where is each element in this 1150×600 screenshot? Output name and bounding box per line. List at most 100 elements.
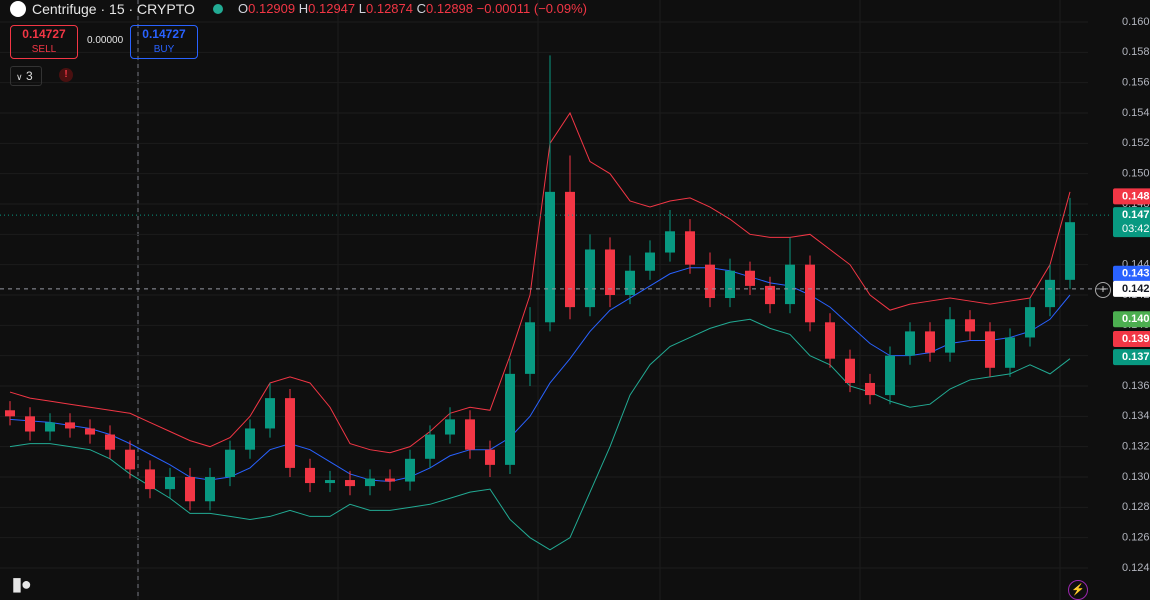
candle-body — [965, 319, 975, 332]
y-tick-label: 0.124 — [1122, 562, 1150, 574]
sell-button[interactable]: 0.14727 SELL — [10, 25, 78, 59]
candle-body — [565, 191, 575, 308]
candle-body — [525, 322, 535, 374]
price-label-box — [1113, 311, 1150, 328]
y-tick-label: 0.158 — [1122, 46, 1150, 58]
candle-body — [465, 419, 475, 450]
candle-body — [905, 331, 915, 356]
price-label-box — [1113, 349, 1150, 366]
candle-body — [645, 252, 655, 271]
error-icon[interactable]: ! — [59, 68, 73, 82]
ohlc-key: L — [358, 1, 366, 16]
candle-body — [365, 478, 375, 487]
candle-body — [725, 270, 735, 299]
price-label: 0.143 — [1122, 268, 1150, 280]
candle-body — [545, 191, 555, 323]
ohlc-value: 0.12947 — [308, 1, 356, 16]
vertical-grid — [137, 0, 1061, 600]
candle-body — [505, 373, 515, 465]
candle-body — [445, 419, 455, 435]
candle-body — [265, 398, 275, 429]
buy-price: 0.14727 — [142, 27, 186, 41]
candle-body — [65, 422, 75, 429]
candle-body — [225, 449, 235, 477]
indicator-line — [9, 111, 1071, 454]
candle-body — [705, 264, 715, 299]
ohlc: O0.12909 H0.12947 L0.12874 C0.12898 −0.0… — [238, 0, 587, 18]
y-tick-label: 0.132 — [1122, 441, 1150, 453]
price-label-box — [1113, 207, 1150, 238]
candle-body — [205, 476, 215, 502]
candle-body — [185, 476, 195, 502]
symbol-logo[interactable] — [10, 1, 26, 17]
candle-body — [585, 249, 595, 308]
buy-button[interactable]: 0.14727 BUY — [130, 25, 198, 59]
candle-body — [165, 476, 175, 490]
add-alert-button[interactable]: + — [1095, 282, 1111, 298]
ohlc-value: 0.12874 — [366, 1, 413, 16]
y-tick-label: 0.136 — [1122, 380, 1150, 392]
ohlc-change: −0.00011 (−0.09%) — [476, 1, 587, 16]
candle-body — [85, 428, 95, 435]
candle-body — [5, 410, 15, 417]
candle-body — [1005, 337, 1015, 368]
y-tick-label: 0.160 — [1122, 16, 1150, 28]
symbol-name[interactable]: Centrifuge · 15 · CRYPTO — [32, 1, 195, 17]
ohlc-key: O — [238, 1, 249, 16]
indicator-count: 3 — [25, 69, 33, 83]
price-label: 0.142 — [1122, 283, 1150, 295]
price-label: 0.137 — [1122, 351, 1150, 363]
y-tick-label: 0.126 — [1122, 532, 1150, 544]
candle-body — [665, 231, 675, 253]
candle-body — [945, 319, 955, 353]
candle-body — [105, 434, 115, 450]
market-status[interactable] — [213, 4, 223, 14]
candle-body — [785, 264, 795, 305]
price-label-box — [1113, 330, 1150, 347]
sell-price: 0.14727 — [22, 27, 66, 41]
countdown: 03:42 — [1122, 223, 1150, 235]
y-tick-label: 0.156 — [1122, 77, 1150, 89]
candle-body — [1065, 222, 1075, 280]
candle-body — [385, 478, 395, 482]
y-tick-label: 0.154 — [1122, 107, 1150, 119]
candle-body — [685, 231, 695, 265]
indicator-line — [9, 267, 1071, 483]
price-label: 0.148 — [1122, 190, 1150, 202]
candle-body — [765, 285, 775, 305]
candle-body — [845, 358, 855, 383]
price-label: 0.147 — [1122, 209, 1150, 221]
candle-body — [45, 422, 55, 432]
candle-body — [285, 398, 295, 468]
candle-body — [985, 331, 995, 368]
indicators-toggle[interactable]: ∨ 3 — [10, 66, 42, 86]
candle-body — [1045, 279, 1055, 308]
candle-body — [145, 469, 155, 490]
spread: 0.00000 — [87, 35, 124, 46]
candle-body — [865, 382, 875, 396]
tv-logo[interactable]: ▮● — [12, 574, 32, 594]
price-label: 0.140 — [1122, 313, 1150, 325]
candle-body — [625, 270, 635, 295]
y-tick-label: 0.152 — [1122, 137, 1150, 149]
y-tick-label: 0.128 — [1122, 501, 1150, 513]
y-tick-label: 0.150 — [1122, 168, 1150, 180]
candle-body — [125, 449, 135, 470]
y-tick-label: 0.130 — [1122, 471, 1150, 483]
sell-label: SELL — [31, 44, 57, 55]
candle-body — [25, 416, 35, 432]
price-label-box — [1113, 188, 1150, 205]
candle-body — [885, 355, 895, 396]
price-label-box — [1113, 265, 1150, 282]
candle-body — [825, 322, 835, 359]
ohlc-value: 0.12898 — [426, 1, 474, 16]
candle-body — [1025, 307, 1035, 338]
indicator-line — [9, 318, 1071, 551]
candle-body — [745, 270, 755, 286]
y-tick-label: 0.134 — [1122, 410, 1150, 422]
lightning-button[interactable]: ⚡ — [1068, 580, 1088, 600]
candle-body — [305, 467, 315, 484]
price-label: 0.139 — [1122, 333, 1150, 345]
